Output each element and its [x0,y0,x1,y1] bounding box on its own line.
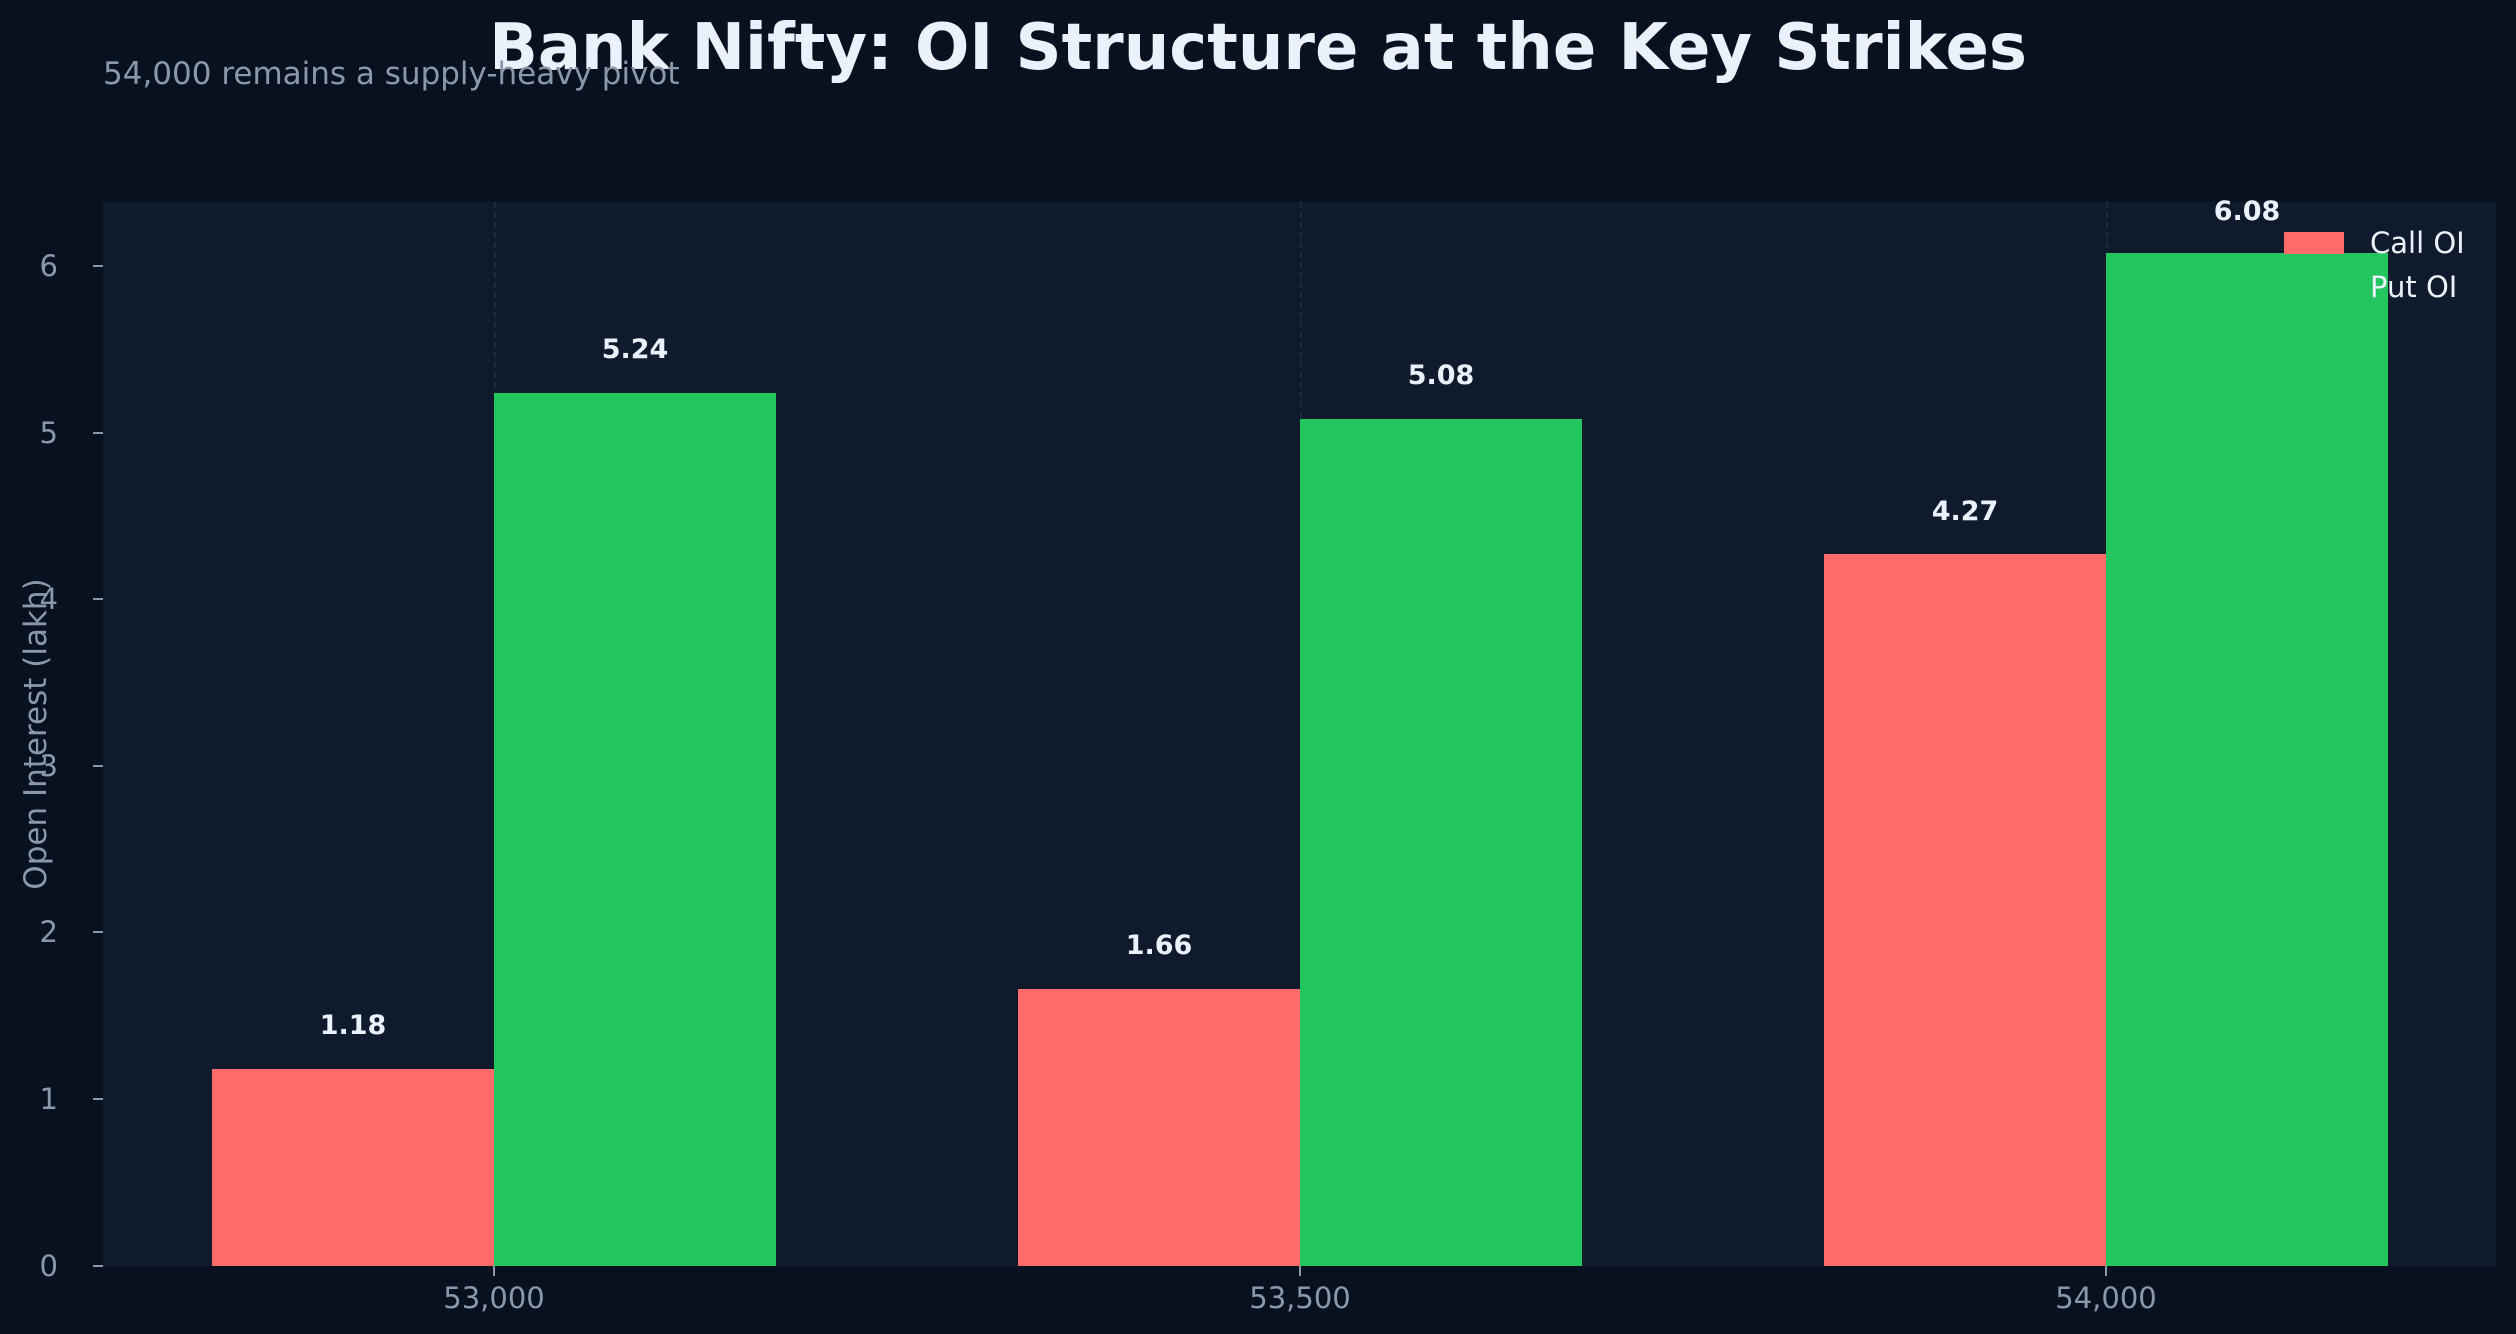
bar-call-54000 [1824,554,2106,1266]
legend-swatch-call [2284,232,2344,254]
y-axis-label: Open Interest (lakh) [18,578,54,890]
legend-swatch-put [2284,276,2344,298]
value-label: 1.18 [319,1010,387,1041]
bar-put-53500 [1300,419,1582,1266]
value-label: 4.27 [1931,496,1999,527]
value-label: 5.24 [601,334,669,365]
chart-subtitle: 54,000 remains a supply-heavy pivot [103,56,680,92]
plot-area: 1.18 5.24 1.66 5.08 4.27 6.08 [103,196,2496,1266]
value-label: 6.08 [2213,196,2281,227]
value-label: 5.08 [1407,360,1475,391]
legend-item-put: Put OI [2284,270,2484,310]
legend-item-call: Call OI [2284,226,2484,266]
value-label: 1.66 [1125,930,1193,961]
bar-put-54000 [2106,253,2388,1266]
bar-put-53000 [494,393,776,1266]
chart-title: Bank Nifty: OI Structure at the Key Stri… [489,11,2027,85]
bar-call-53500 [1018,989,1300,1266]
bar-call-53000 [212,1069,494,1266]
